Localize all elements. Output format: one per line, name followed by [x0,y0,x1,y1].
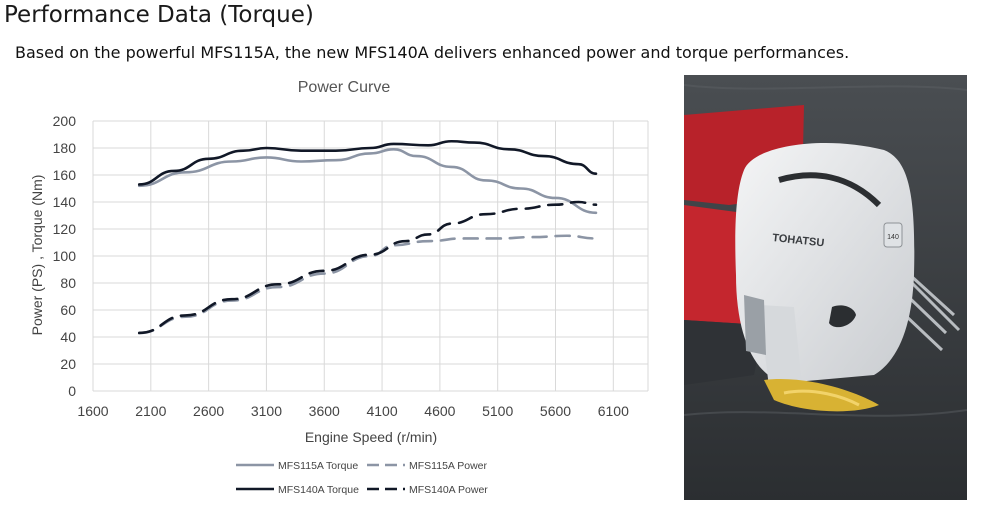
x-tick-label: 2600 [193,403,224,419]
engine-badge: 140 [887,234,899,241]
y-tick-label: 100 [53,248,77,264]
y-tick-label: 80 [60,275,76,291]
chart-series [137,139,598,335]
x-tick-label: 6100 [598,403,629,419]
x-tick-label: 2100 [135,403,166,419]
y-tick-label: 40 [60,329,76,345]
series-line-mfs115a-torque [137,148,598,215]
legend-label: MFS115A Power [409,460,488,472]
x-tick-label: 5100 [482,403,513,419]
series-line-mfs140a-power [137,200,598,335]
y-tick-label: 120 [53,221,77,237]
chart-title: Power Curve [298,79,391,96]
x-axis-ticks: 1600 2100 2600 3100 3600 4100 4600 5100 5600 6100 [77,403,629,419]
page-subtitle: Based on the powerful MFS115A, the new M… [15,43,850,62]
y-tick-label: 180 [53,140,77,156]
x-tick-label: 4100 [366,403,397,419]
y-tick-label: 160 [53,167,77,183]
x-tick-label: 3100 [251,403,282,419]
outboard-motor-photo: 140 TOHATSU [684,75,967,500]
x-tick-label: 3600 [309,403,340,419]
legend-label: MFS140A Power [409,484,488,496]
series-line-mfs140a-torque [137,139,598,186]
y-tick-label: 0 [68,383,76,399]
y-tick-label: 200 [53,113,77,129]
power-curve-chart: 0 20 40 60 80 100 120 140 160 180 200 1600 2100 2600… [29,79,649,496]
x-tick-label: 5600 [540,403,571,419]
chart-legend: MFS115A Torque MFS115A Power MFS140A Torqu… [236,460,488,496]
series-line-mfs115a-power [137,234,598,335]
chart-grid [92,120,649,392]
y-tick-label: 140 [53,194,77,210]
tohatsu-logo: TOHATSU [772,232,825,249]
y-axis-ticks: 0 20 40 60 80 100 120 140 160 180 200 [53,113,77,399]
x-tick-label: 1600 [77,403,108,419]
legend-label: MFS115A Torque [278,460,358,472]
y-axis-label: Power (PS) , Torque (Nm) [29,175,45,336]
y-tick-label: 20 [60,356,76,372]
y-tick-label: 60 [60,302,76,318]
legend-label: MFS140A Torque [278,484,359,496]
page-title: Performance Data (Torque) [4,2,314,28]
x-axis-label: Engine Speed (r/min) [305,429,437,445]
x-tick-label: 4600 [424,403,455,419]
